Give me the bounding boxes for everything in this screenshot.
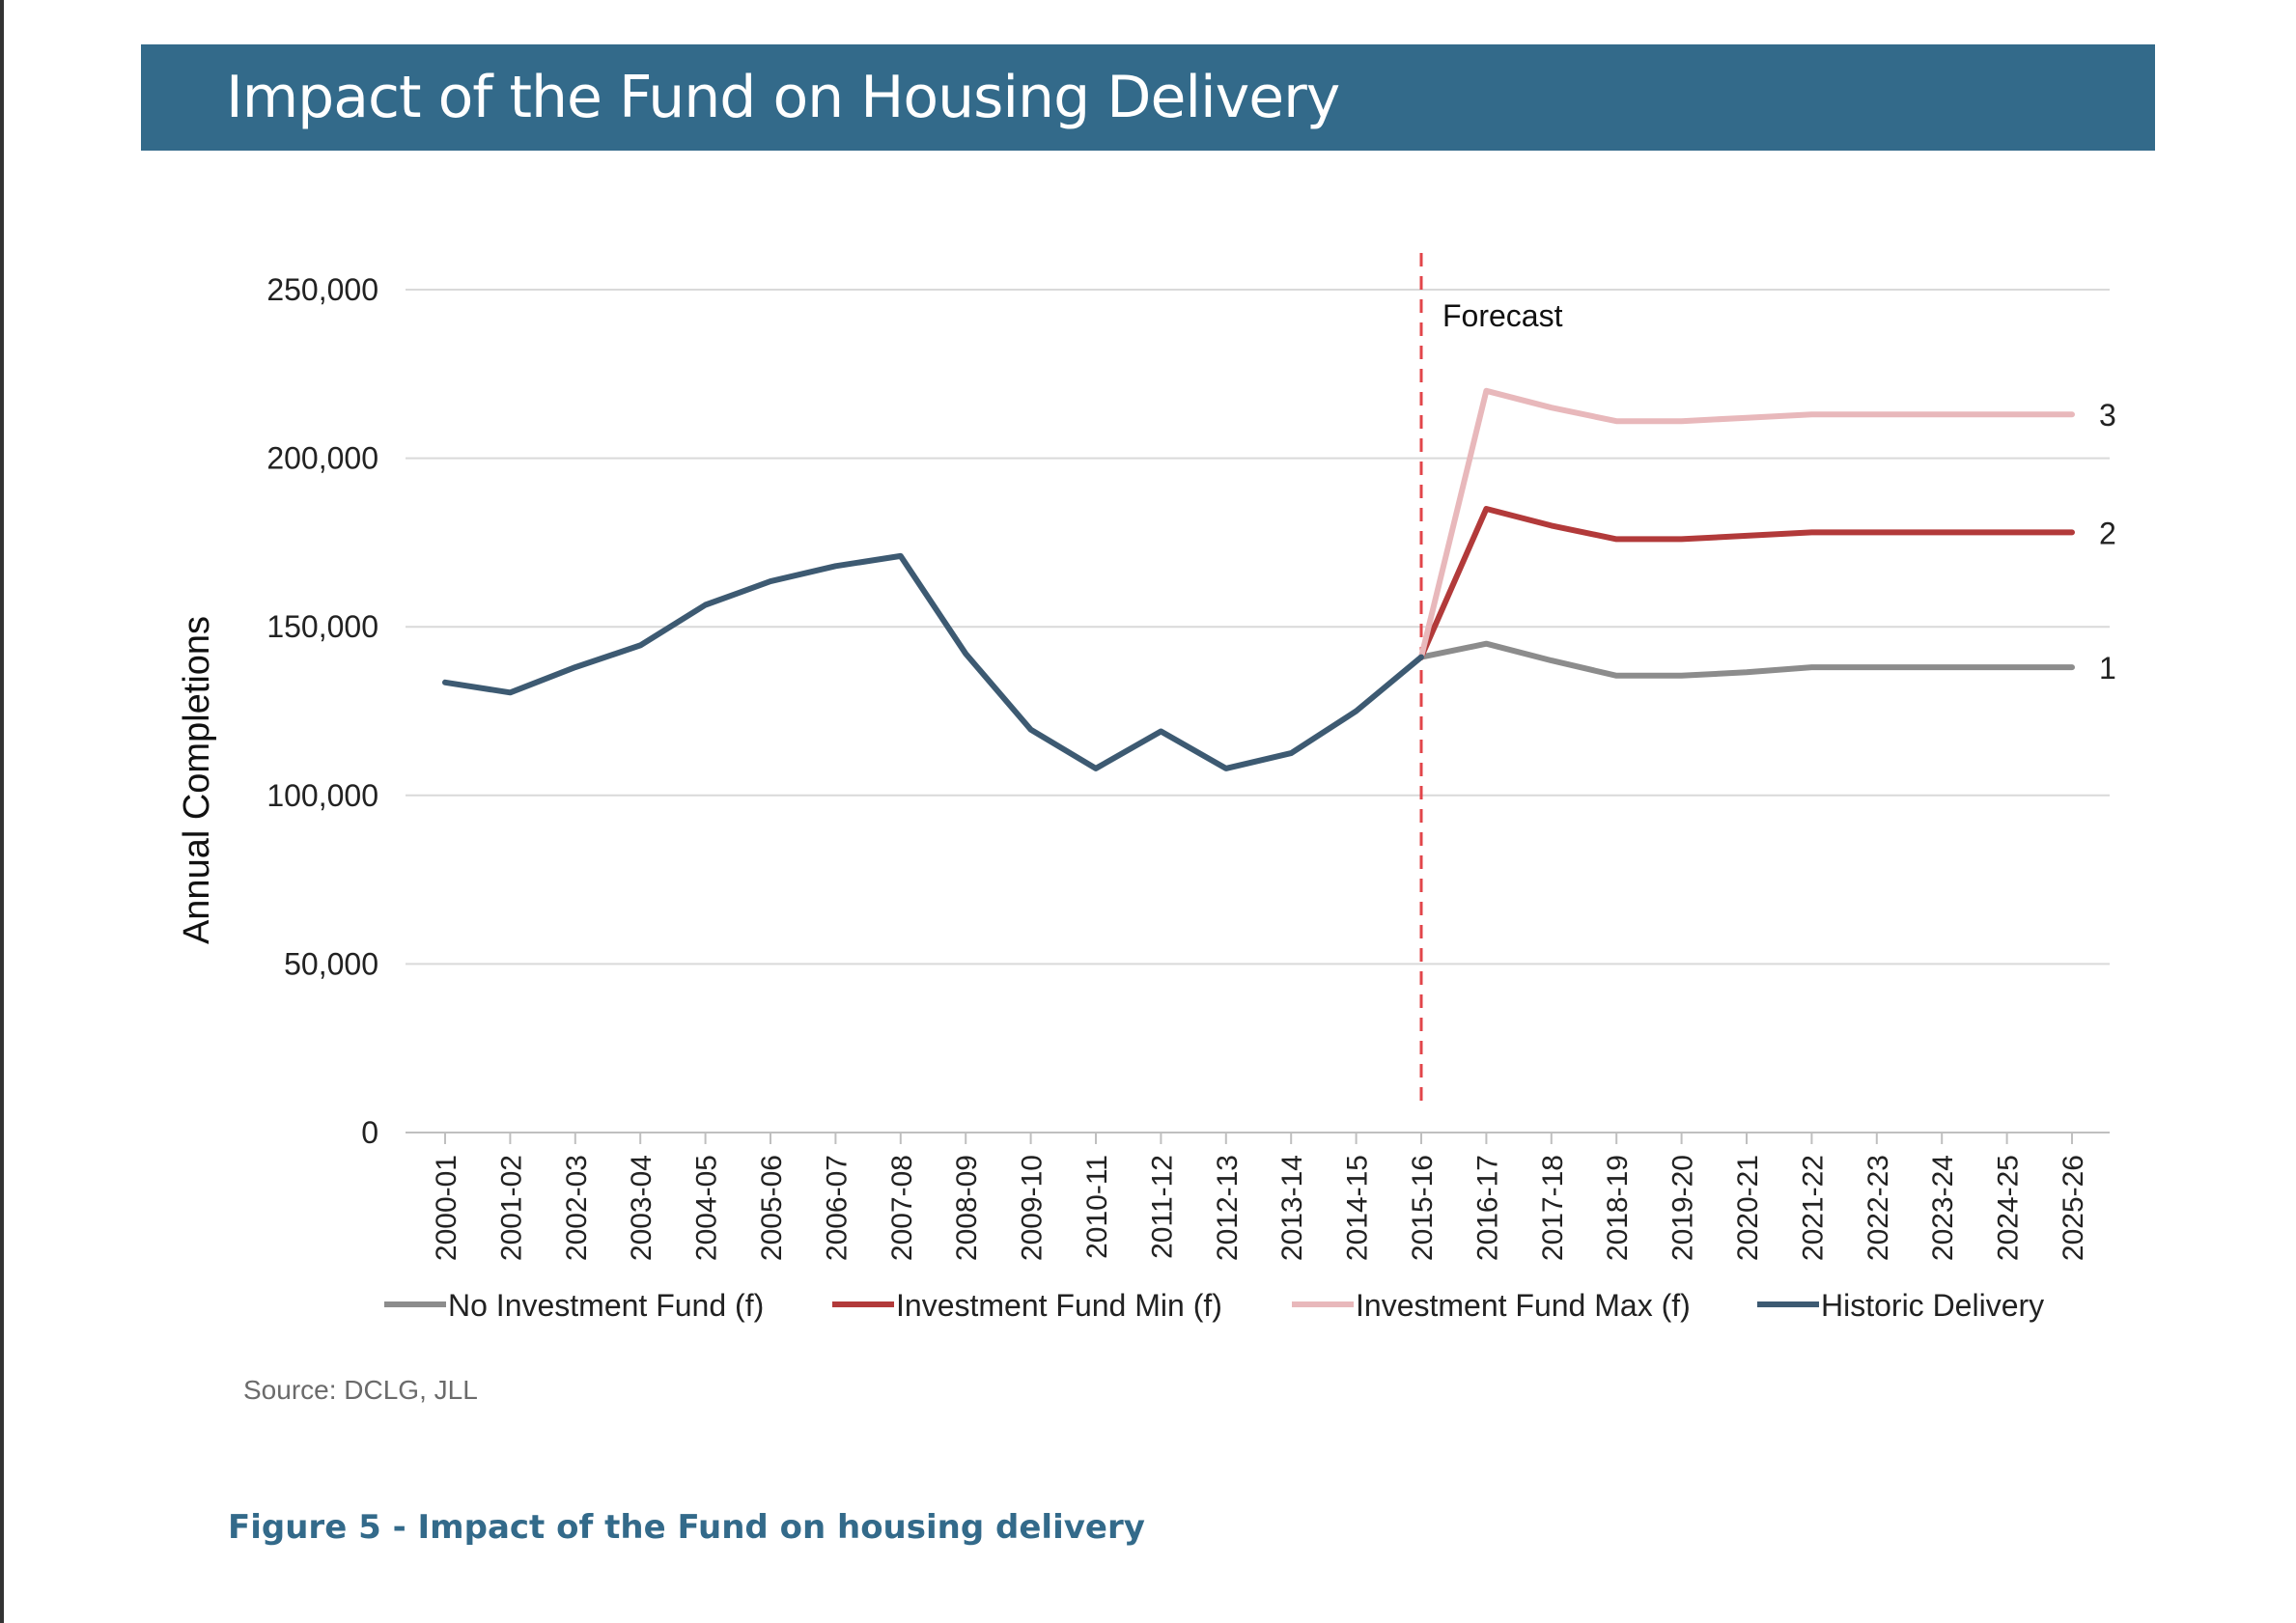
- x-tick-label: 2022-23: [1862, 1155, 1894, 1261]
- x-tick-label: 2017-18: [1537, 1155, 1569, 1261]
- series-end-label: 3: [2099, 398, 2116, 433]
- x-tick-label: 2007-08: [886, 1155, 918, 1261]
- x-tick-label: 2003-04: [626, 1155, 658, 1261]
- x-tick-label: 2004-05: [691, 1155, 723, 1261]
- x-tick-label: 2002-03: [561, 1155, 593, 1261]
- x-tick-label: 2005-06: [756, 1155, 788, 1261]
- banner-title: Impact of the Fund on Housing Delivery: [226, 64, 1340, 131]
- y-tick-label: 150,000: [266, 609, 378, 644]
- legend-label: Investment Fund Min (f): [896, 1288, 1222, 1323]
- x-tick-label: 2013-14: [1276, 1155, 1308, 1261]
- legend-label: Investment Fund Max (f): [1356, 1288, 1691, 1323]
- x-tick-label: 2024-25: [1993, 1155, 2025, 1261]
- title-banner: Impact of the Fund on Housing Delivery: [141, 44, 2155, 151]
- series-line: [1418, 640, 2075, 679]
- x-tick-label: 2000-01: [431, 1155, 462, 1261]
- y-tick-label: 200,000: [266, 441, 378, 476]
- x-tick-label: 2008-09: [951, 1155, 983, 1261]
- x-tick-label: 2012-13: [1212, 1155, 1244, 1261]
- x-tick-label: 2006-07: [821, 1155, 853, 1261]
- x-tick-label: 2020-21: [1732, 1155, 1764, 1261]
- figure-caption: Figure 5 - Impact of the Fund on housing…: [228, 1508, 1145, 1547]
- x-tick-label: 2025-26: [2058, 1155, 2089, 1261]
- x-tick-label: 2019-20: [1667, 1155, 1699, 1261]
- legend-label: Historic Delivery: [1821, 1288, 2044, 1323]
- y-tick-label: 50,000: [284, 946, 378, 981]
- x-tick-label: 2011-12: [1146, 1155, 1178, 1259]
- forecast-label: Forecast: [1442, 298, 1563, 333]
- y-tick-label: 0: [361, 1115, 378, 1150]
- x-tick-label: 2009-10: [1017, 1155, 1049, 1261]
- x-tick-label: 2018-19: [1602, 1155, 1634, 1261]
- x-tick-label: 2015-16: [1407, 1155, 1439, 1261]
- source-note: Source: DCLG, JLL: [243, 1375, 478, 1405]
- series-line: [1418, 506, 2075, 660]
- legend-label: No Investment Fund (f): [448, 1288, 764, 1323]
- series-end-label: 1: [2099, 651, 2116, 686]
- series-end-label: 2: [2099, 516, 2116, 550]
- series-line: [1418, 387, 2075, 660]
- series-line: [442, 552, 1424, 771]
- page-left-border: [0, 0, 4, 1623]
- y-tick-label: 250,000: [266, 272, 378, 307]
- y-tick-label: 100,000: [266, 778, 378, 813]
- y-axis-label: Annual Completions: [177, 616, 217, 944]
- x-tick-label: 2016-17: [1471, 1155, 1503, 1261]
- x-tick-label: 2021-22: [1797, 1155, 1829, 1261]
- x-tick-label: 2010-11: [1081, 1155, 1113, 1259]
- x-tick-label: 2014-15: [1342, 1155, 1374, 1261]
- x-tick-label: 2001-02: [495, 1155, 527, 1261]
- x-tick-label: 2023-24: [1927, 1155, 1959, 1261]
